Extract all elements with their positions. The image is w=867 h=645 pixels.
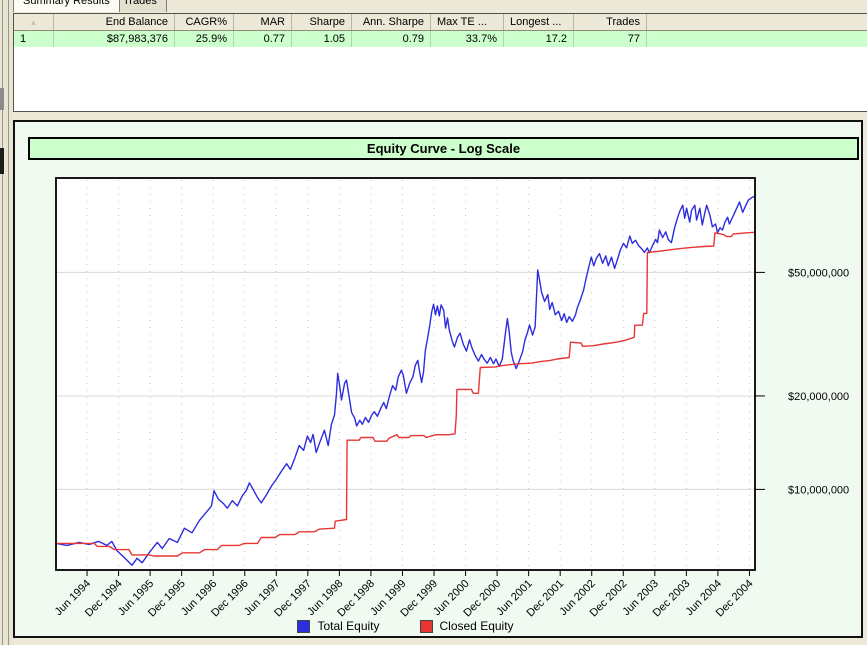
closed-equity-swatch-icon: [419, 619, 433, 633]
cell-row-number: 1: [14, 31, 54, 47]
table-header-row: ▲ End Balance CAGR% MAR Sharpe Ann. Shar…: [14, 14, 867, 31]
svg-text:$10,000,000: $10,000,000: [788, 484, 849, 496]
column-header-trades[interactable]: Trades: [574, 14, 647, 30]
legend-label: Closed Equity: [439, 619, 514, 633]
table-row[interactable]: 1 $87,983,376 25.9% 0.77 1.05 0.79 33.7%…: [14, 31, 867, 47]
tab-label: Summary Results: [23, 0, 110, 7]
column-header-longest[interactable]: Longest ...: [504, 14, 574, 30]
gutter-fragment: [0, 88, 4, 110]
gutter-line: [2, 0, 3, 645]
column-header-mar[interactable]: MAR: [234, 14, 292, 30]
column-header-cagr[interactable]: CAGR%: [175, 14, 234, 30]
cell-cagr: 25.9%: [175, 31, 234, 47]
tab-label: Trades: [123, 0, 157, 7]
results-table-panel: ▲ End Balance CAGR% MAR Sharpe Ann. Shar…: [13, 13, 867, 112]
gutter-fragment: [0, 148, 4, 174]
cell-trades: 77: [574, 31, 647, 47]
cell-end-balance: $87,983,376: [54, 31, 175, 47]
column-header-filler: [647, 14, 867, 30]
chart-legend: Total Equity Closed Equity: [56, 616, 755, 636]
cell-filler: [647, 31, 867, 47]
column-header-sort[interactable]: ▲: [14, 14, 54, 30]
column-header-max-te[interactable]: Max TE ...: [431, 14, 504, 30]
column-header-ann-sharpe[interactable]: Ann. Sharpe: [352, 14, 431, 30]
svg-text:$20,000,000: $20,000,000: [788, 391, 849, 403]
left-gutter: [0, 0, 13, 645]
legend-item-total-equity: Total Equity: [297, 619, 380, 633]
chart-title: Equity Curve - Log Scale: [28, 137, 859, 160]
column-header-end-balance[interactable]: End Balance: [54, 14, 175, 30]
cell-longest: 17.2: [504, 31, 574, 47]
gutter-line: [8, 0, 9, 645]
total-equity-swatch-icon: [297, 619, 311, 633]
sort-indicator-icon: ▲: [29, 18, 38, 27]
svg-text:$50,000,000: $50,000,000: [788, 267, 849, 279]
cell-sharpe: 1.05: [292, 31, 352, 47]
column-header-sharpe[interactable]: Sharpe: [292, 14, 352, 30]
cell-ann-sharpe: 0.79: [352, 31, 431, 47]
equity-chart-panel: Equity Curve - Log Scale $50,000,000 $20,…: [13, 120, 863, 638]
tab-bar: Summary Results Trades: [13, 0, 867, 12]
cell-max-te: 33.7%: [431, 31, 504, 47]
legend-item-closed-equity: Closed Equity: [419, 619, 514, 633]
cell-mar: 0.77: [234, 31, 292, 47]
tab-summary-results[interactable]: Summary Results: [13, 0, 120, 12]
tab-trades[interactable]: Trades: [113, 0, 167, 12]
legend-label: Total Equity: [317, 619, 380, 633]
